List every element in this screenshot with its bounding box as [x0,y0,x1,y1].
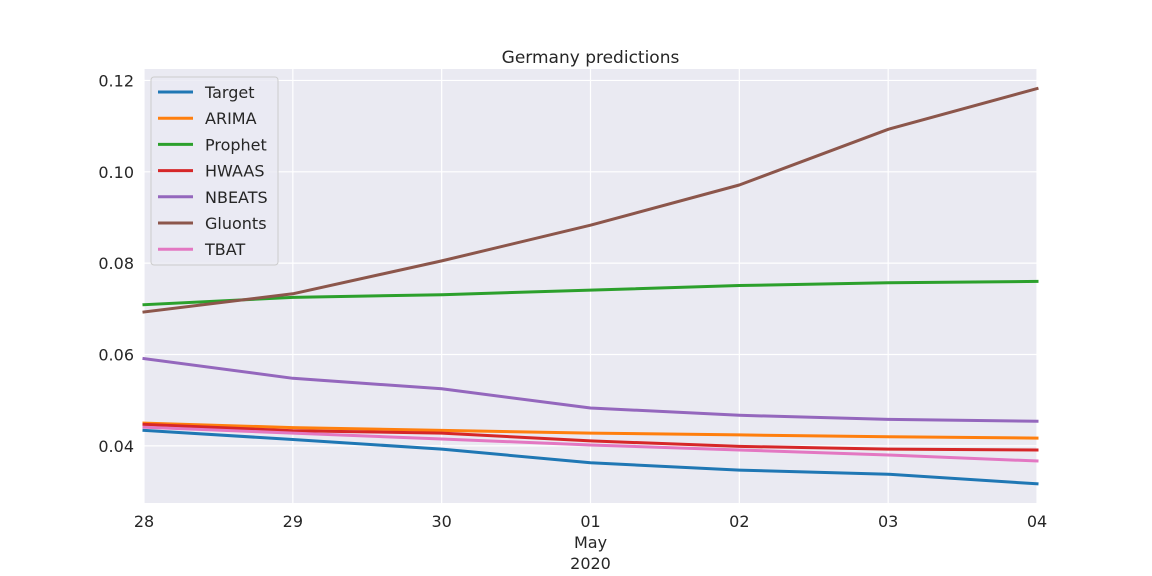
legend-label-target: Target [204,83,255,102]
x-axis-year-label: 2020 [570,554,611,573]
legend-label-nbeats: NBEATS [205,188,268,207]
legend-label-gluonts: Gluonts [205,214,267,233]
series-line-nbeats [142,356,1039,423]
y-tick-label: 0.06 [98,346,134,365]
x-tick-label: 04 [1027,512,1047,531]
legend-label-arima: ARIMA [205,109,257,128]
x-tick-label: 02 [729,512,749,531]
y-tick-label: 0.12 [98,71,134,90]
x-axis-month-label: May [574,533,607,552]
series-line-hwaas [142,422,1039,452]
series-line-tbat [142,425,1039,463]
legend-label-prophet: Prophet [205,135,267,154]
series-line-target [142,428,1039,486]
x-tick-label: 30 [431,512,451,531]
x-tick-label: 29 [283,512,303,531]
x-axis: 28 29 30 01 02 03 04 [134,512,1047,531]
legend: Target ARIMA Prophet HWAAS NBEATS Gluonts TBAT [150,76,279,266]
x-tick-label: 28 [134,512,154,531]
y-axis: 0.04 0.06 0.08 0.10 0.12 [98,71,134,455]
series-line-arima [142,421,1039,440]
y-tick-label: 0.10 [98,163,134,182]
legend-label-hwaas: HWAAS [205,162,264,181]
chart-title: Germany predictions [502,48,680,68]
series-lines [142,86,1039,486]
grid [143,69,1038,503]
x-tick-label: 03 [878,512,898,531]
x-tick-label: 01 [580,512,600,531]
y-tick-label: 0.04 [98,437,134,456]
y-tick-label: 0.08 [98,254,134,273]
series-line-gluonts [142,86,1039,314]
legend-label-tbat: TBAT [204,240,245,259]
legend-box [150,76,279,266]
series-line-prophet [142,279,1039,307]
